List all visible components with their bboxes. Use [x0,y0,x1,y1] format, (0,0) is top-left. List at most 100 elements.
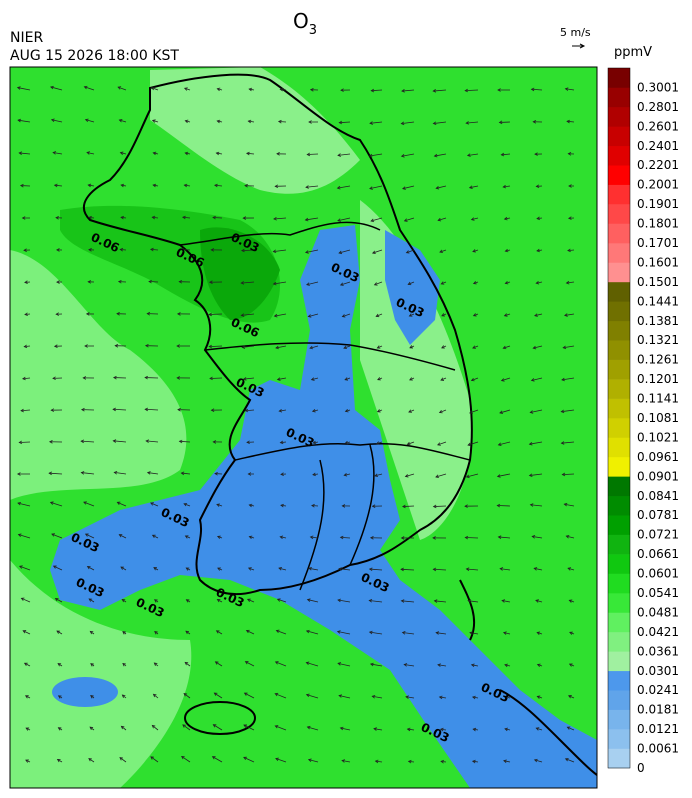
colorbar-label: 0.0241 [637,683,679,697]
wind-arrow-head [86,566,91,570]
wind-arrow-head [433,153,438,158]
wind-arrow [18,534,31,539]
wind-arrow [86,152,95,155]
wind-arrow-head [18,440,23,445]
colorbar-label: 0.0061 [637,742,679,756]
colorbar-swatch [608,398,630,419]
wind-arrow [535,600,543,603]
colorbar-swatch [608,573,630,594]
wind-arrow-head [467,599,472,603]
wind-arrow [179,440,191,443]
wind-arrow-head [435,474,439,478]
wind-arrow [182,724,191,731]
wind-arrow-head [183,87,188,91]
wind-arrow-head [153,567,157,571]
colorbar-swatch [608,651,630,672]
wind-arrow-head [377,377,381,381]
wind-arrow [88,598,95,603]
wind-arrow [19,152,31,155]
wind-arrow [306,694,319,699]
wind-arrow-head [153,662,158,666]
wind-arrow [87,566,95,571]
wind-arrow-head [432,121,437,126]
wind-arrow-head [435,631,440,635]
wind-arrow-head [337,598,341,603]
colorbar-label: 0.1441 [637,294,679,308]
colorbar-label: 0.1901 [637,197,679,211]
wind-arrow-head [50,408,55,412]
wind-arrow-head [273,216,277,221]
wind-arrow [121,726,127,731]
colorbar-swatch [608,379,630,399]
wind-arrow-head [86,151,91,155]
colorbar: 0 0.0061 0.0121 0.0181 0.0241 0.0301 0.0361 0.0… [607,67,679,775]
wind-arrow-head [55,215,59,220]
wind-arrow-head [406,441,411,446]
wind-arrow-head [438,409,443,414]
colorbar-label: 0.1081 [637,411,679,425]
wind-arrow-head [504,695,509,700]
colorbar-swatch [608,165,630,185]
wind-arrow [408,409,415,413]
wind-arrow [306,281,319,286]
wind-arrow-head [402,504,406,509]
wind-arrow-head [567,216,572,220]
wind-arrow-head [376,409,381,413]
wind-arrow [340,536,351,539]
colorbar-label: 0.1381 [637,314,679,328]
wind-arrow-head [497,535,502,539]
wind-arrow-head [371,504,376,508]
wind-arrow-head [55,312,60,316]
colorbar-swatch [608,418,630,438]
wind-arrow [465,89,479,92]
wind-arrow-head [276,598,281,602]
wind-arrow [408,760,415,763]
wind-arrow-head [90,695,94,699]
wind-arrow [468,600,479,603]
colorbar-swatch [608,184,630,205]
wind-arrow-head [369,662,374,667]
wind-arrow-head [503,313,508,317]
wind-arrow-head [48,471,53,476]
wind-arrow [217,599,223,603]
wind-arrow-head [81,407,85,412]
wind-arrow-head [305,250,309,254]
wind-arrow [373,728,383,731]
wind-arrow-head [504,727,509,732]
wind-arrow [306,630,319,635]
title-subscript: 3 [309,23,317,38]
wind-arrow-head [536,248,540,253]
wind-arrow [21,409,31,412]
wind-arrow [273,249,287,252]
wind-arrow-head [23,344,28,349]
wind-arrow [243,377,255,380]
colorbar-swatch [608,68,630,88]
colorbar-label: 0.1021 [637,430,679,444]
wind-arrow-head [528,441,533,446]
wind-arrow [500,568,511,571]
wind-arrow-head [144,407,149,412]
wind-arrow [277,598,287,603]
colorbar-label: 0.0901 [637,469,679,483]
wind-arrow-head [24,312,28,317]
wind-arrow-head [240,313,245,317]
wind-arrow-head [343,473,348,477]
wind-arrow-head [400,536,405,540]
wind-arrow [246,630,255,635]
wind-arrow-head [274,725,279,729]
wind-arrow-head [306,152,311,157]
wind-arrow-head [368,599,373,603]
wind-arrow [181,472,191,475]
wind-arrow-head [472,345,476,349]
wind-arrow [407,728,415,731]
wind-arrow-head [180,247,184,252]
wind-arrow-head [52,151,57,155]
wind-arrow [567,120,575,123]
wind-arrow-head [122,662,126,667]
wind-arrow-head [112,439,117,443]
wind-arrow [344,377,351,381]
wind-arrow-head [337,662,342,666]
wind-arrow-head [213,692,218,696]
wind-arrow-head [496,503,501,508]
wind-arrow-head [308,120,312,124]
